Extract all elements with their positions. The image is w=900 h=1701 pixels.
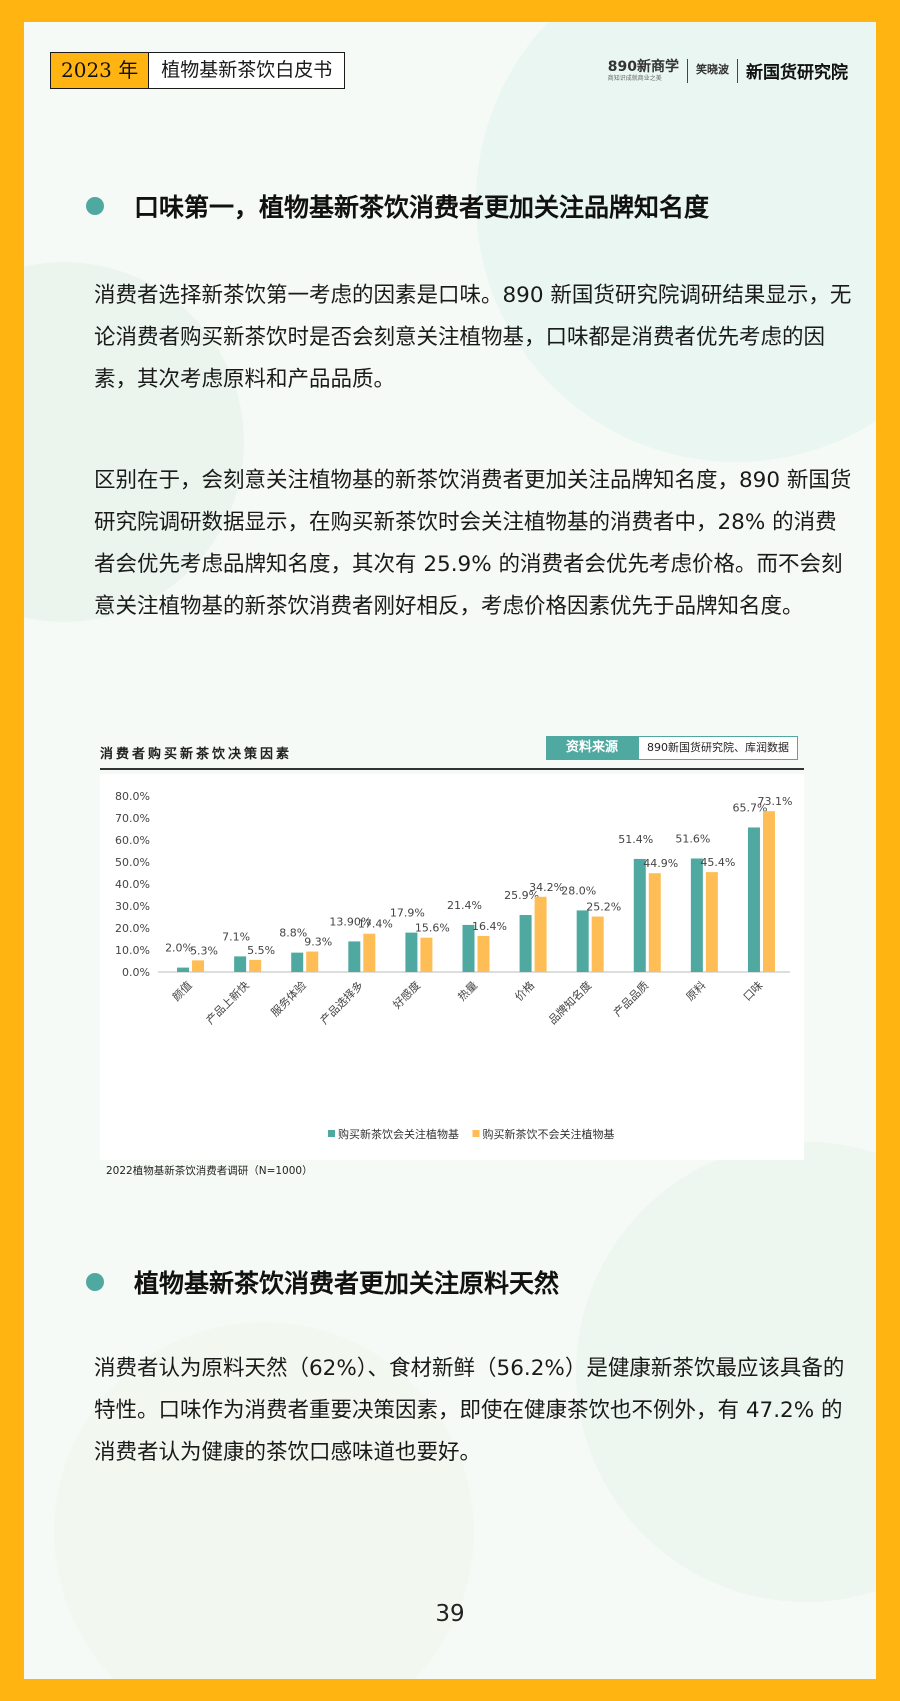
- x-tick-label: 原料: [683, 978, 708, 1003]
- legend-label: 购买新茶饮不会关注植物基: [483, 1127, 615, 1141]
- bar-follow: [690, 858, 703, 972]
- x-tick-label: 口味: [741, 979, 766, 1004]
- logo-890: 890新商学 商知识成就商业之美: [608, 60, 679, 82]
- y-tick-label: 10.0%: [115, 944, 150, 957]
- paragraph: 消费者认为原料天然（62%）、食材新鲜（56.2%）是健康新茶饮最应该具备的特性…: [94, 1356, 845, 1465]
- bar-nofollow: [192, 960, 205, 972]
- chart-title: 消费者购买新茶饮决策因素: [100, 747, 293, 762]
- paragraph: 消费者选择新茶饮第一考虑的因素是口味。890 新国货研究院调研结果显示，无论消费…: [94, 283, 852, 392]
- bar-chart: 0.0% 10.0% 20.0% 30.0% 40.0% 50.0% 60.0% 70.0% 8…: [115, 790, 792, 1141]
- bar-nofollow: [306, 951, 319, 972]
- data-label: 5.3%: [190, 944, 218, 957]
- chart-source: 资料来源 890新国货研究院、库润数据: [546, 736, 799, 760]
- data-label: 9.3%: [304, 936, 332, 949]
- bar-follow: [405, 932, 418, 972]
- x-tick-label: 服务体验: [268, 978, 309, 1019]
- x-tick-label: 产品品质: [610, 978, 651, 1019]
- data-label: 25.2%: [586, 901, 621, 914]
- data-label: 16.4%: [472, 920, 507, 933]
- bar-nofollow: [534, 896, 547, 972]
- chart-rule: [100, 768, 804, 770]
- x-tick-label: 品牌知名度: [546, 978, 595, 1027]
- x-tick-label: 价格: [512, 978, 537, 1003]
- y-tick-label: 50.0%: [115, 856, 150, 869]
- bar-nofollow: [648, 873, 661, 972]
- data-label: 2.0%: [165, 942, 193, 955]
- y-tick-label: 60.0%: [115, 834, 150, 847]
- bar-follow: [576, 910, 589, 972]
- bar-follow: [747, 827, 760, 972]
- bar-follow: [519, 915, 532, 972]
- x-tick-label: 颜值: [170, 979, 195, 1004]
- x-tick-label: 产品选择多: [317, 978, 366, 1027]
- bar-follow: [462, 924, 475, 972]
- y-tick-label: 70.0%: [115, 812, 150, 825]
- data-label: 8.8%: [279, 927, 307, 940]
- bar-follow: [633, 858, 646, 972]
- legend-label: 购买新茶饮会关注植物基: [338, 1127, 459, 1141]
- data-label: 17.4%: [358, 918, 393, 931]
- source-label: 资料来源: [546, 736, 639, 760]
- bullet-dot-icon: [86, 197, 104, 215]
- data-label: 7.1%: [222, 930, 250, 943]
- logo-890-text: 890新商学: [607, 58, 679, 75]
- bar-nofollow: [591, 916, 604, 972]
- x-tick-label: 热量: [455, 979, 480, 1004]
- publisher-logos: 890新商学 商知识成就商业之美 笑晓波 新国货研究院: [608, 58, 848, 83]
- data-label: 28.0%: [561, 884, 596, 897]
- y-tick-label: 80.0%: [115, 790, 150, 803]
- page-header: 2023 年 植物基新茶饮白皮书: [50, 52, 346, 90]
- data-label: 15.6%: [415, 922, 450, 935]
- data-label: 45.4%: [700, 856, 735, 869]
- bar-nofollow: [420, 937, 433, 972]
- bar-nofollow: [477, 935, 490, 972]
- year-label: 2023 年: [50, 52, 150, 89]
- y-tick-label: 30.0%: [115, 900, 150, 913]
- page-number: 39: [435, 1601, 465, 1627]
- section-heading-text: 口味第一，植物基新茶饮消费者更加关注品牌知名度: [134, 193, 710, 222]
- legend-swatch: [472, 1130, 480, 1137]
- source-value: 890新国货研究院、库润数据: [638, 736, 799, 760]
- bar-nofollow: [363, 933, 376, 972]
- data-label: 21.4%: [447, 899, 482, 912]
- background-circle: [54, 1322, 474, 1679]
- data-label: 44.9%: [643, 857, 678, 870]
- logo-research-institute: 新国货研究院: [746, 63, 848, 83]
- bar-nofollow: [705, 872, 718, 972]
- logo-890-slogan: 商知识成就商业之美: [607, 74, 662, 82]
- data-label: 65.7%: [732, 801, 767, 814]
- bullet-dot-icon: [86, 1273, 104, 1291]
- bar-follow: [177, 967, 190, 972]
- bar-follow: [291, 952, 304, 972]
- logo-wx: 笑晓波: [696, 63, 729, 77]
- legend-swatch: [328, 1130, 335, 1137]
- section-heading: 植物基新茶饮消费者更加关注原料天然: [86, 1264, 559, 1300]
- x-tick-label: 产品上新快: [203, 978, 252, 1027]
- y-tick-label: 20.0%: [115, 922, 150, 935]
- section-heading-text: 植物基新茶饮消费者更加关注原料天然: [134, 1269, 560, 1298]
- data-label: 51.6%: [675, 832, 710, 845]
- paragraph: 区别在于，会刻意关注植物基的新茶饮消费者更加关注品牌知名度，890 新国货研究院…: [94, 468, 852, 619]
- page: 2023 年 植物基新茶饮白皮书 890新商学 商知识成就商业之美 笑晓波 新国…: [24, 22, 876, 1679]
- bar-follow: [234, 956, 247, 972]
- report-title: 植物基新茶饮白皮书: [149, 52, 346, 89]
- y-tick-label: 0.0%: [122, 966, 150, 979]
- data-label: 13.90%: [329, 915, 371, 928]
- y-tick-label: 40.0%: [115, 878, 150, 891]
- logo-divider: [737, 58, 738, 83]
- section-heading: 口味第一，植物基新茶饮消费者更加关注品牌知名度: [86, 188, 709, 224]
- data-label: 5.5%: [247, 944, 275, 957]
- data-label: 17.9%: [390, 907, 425, 920]
- data-label: 73.1%: [757, 795, 792, 808]
- data-label: 51.4%: [618, 833, 653, 846]
- bar-follow: [348, 941, 361, 972]
- bar-nofollow: [249, 959, 262, 972]
- bar-nofollow: [762, 811, 775, 972]
- data-label: 34.2%: [529, 881, 564, 894]
- x-tick-label: 好感度: [390, 978, 423, 1011]
- logo-divider: [687, 58, 688, 83]
- chart-footnote: 2022植物基新茶饮消费者调研（N=1000）: [106, 1165, 313, 1177]
- chart-panel: 0.0% 10.0% 20.0% 30.0% 40.0% 50.0% 60.0% 70.0% 8…: [100, 774, 804, 1160]
- data-label: 25.9%: [504, 889, 539, 902]
